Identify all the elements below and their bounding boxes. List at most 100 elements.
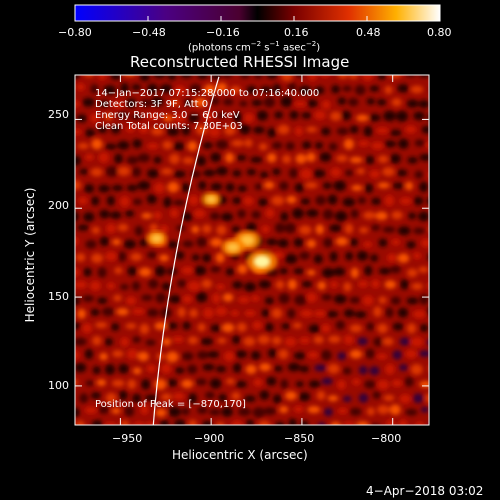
ripple-cell [419,381,429,388]
ripple-cell [75,407,80,418]
ripple-cell [221,212,234,222]
colorbar-tick-label-4: 0.48 [356,26,381,39]
x-axis-label: Heliocentric X (arcsec) [172,448,308,462]
ripple-cell [266,153,277,163]
ripple-cell [97,297,108,305]
ripple-cell [315,224,325,235]
ripple-cell [350,267,359,279]
ripple-cell [392,182,405,189]
ripple-cell [222,98,234,106]
ripple-cell [288,167,298,179]
ripple-cell [132,139,142,149]
ripple-cell [145,339,156,346]
ripple-cell [287,82,297,92]
ripple-cell [312,169,326,178]
ripple-cell [295,75,304,77]
ripple-cell [278,349,289,360]
ripple-cell [150,127,164,136]
ripple-cell [390,296,401,306]
ripple-cell [357,140,370,147]
ripple-cell [410,363,423,375]
heatmap-ripples [75,75,429,425]
ripple-cell [342,85,352,92]
ripple-cell [75,252,86,262]
ripple-cell [186,364,198,375]
ripple-cell [216,421,225,425]
ripple-cell [387,253,397,263]
ripple-cell [327,395,339,402]
ripple-cell [147,83,158,95]
ripple-cell [244,138,253,148]
ripple-cell [307,406,321,414]
ripple-cell [418,211,429,222]
y-tick-label-1: 150 [48,290,69,303]
ripple-cell [398,419,408,425]
ripple-cell [301,112,312,119]
ripple-cell [371,141,384,150]
ripple-cell [343,334,354,345]
ripple-cell [173,114,186,123]
ripple-cell [293,237,304,248]
ripple-cell [274,365,283,372]
ripple-cell [120,337,129,347]
ripple-cell [306,152,316,163]
ripple-cell [418,75,429,78]
ripple-cell [209,212,221,221]
ripple-cell [230,85,241,95]
ripple-cell [308,324,321,334]
ripple-cell [181,351,194,361]
ripple-cell [421,238,429,248]
ripple-cell [117,166,131,176]
ripple-cell [181,212,193,222]
ripple-cell [84,406,98,414]
ripple-cell [314,141,324,150]
ripple-cell [399,337,410,346]
ripple-cell [95,321,108,329]
ripple-cell [119,196,130,207]
ripple-cell [317,422,326,425]
axis-ticks [75,75,429,425]
ripple-cell [96,379,107,387]
ripple-cell [317,281,327,290]
colorbar-tick-label-0: −0.80 [58,26,92,39]
colorbar-unit: (photons cm−2 s−1 asec−2) [188,40,321,54]
ripple-cell [236,154,247,161]
ripple-cell [210,324,221,332]
ripple-cell [110,75,122,80]
ripple-cell [187,281,201,292]
ripple-cell [244,281,257,292]
ripple-cell [215,252,225,264]
ripple-cell [236,322,247,333]
ripple-cell [201,224,212,234]
ripple-cell [153,211,162,220]
ripple-cell [298,392,311,402]
ripple-cell [329,224,342,233]
ripple-cell [215,139,229,150]
ripple-cell [266,376,277,386]
ripple-cell [406,241,416,249]
ripple-cell [246,85,257,95]
ripple-cell [243,196,254,206]
ripple-cell [168,406,181,418]
ripple-cell [180,75,193,78]
ripple-cell [182,294,193,304]
ripple-cell [187,141,198,152]
ripple-cell [130,113,142,121]
ripple-cell [397,253,410,264]
ripple-cell [221,323,235,333]
ripple-cell [371,279,380,289]
ripple-cell [357,337,368,346]
ripple-cell [167,181,180,193]
ripple-cell [253,75,264,79]
ripple-cell [139,239,148,247]
ripple-cell [159,254,170,262]
ripple-cell [166,351,179,363]
ripple-cell [174,85,186,97]
ripple-cell [377,155,389,164]
ripple-cell [264,322,274,332]
ripple-cell [365,155,375,165]
ripple-cell [383,140,397,148]
ripple-cell [349,296,361,304]
ripple-cell [182,240,194,248]
ripple-cell [235,380,247,388]
